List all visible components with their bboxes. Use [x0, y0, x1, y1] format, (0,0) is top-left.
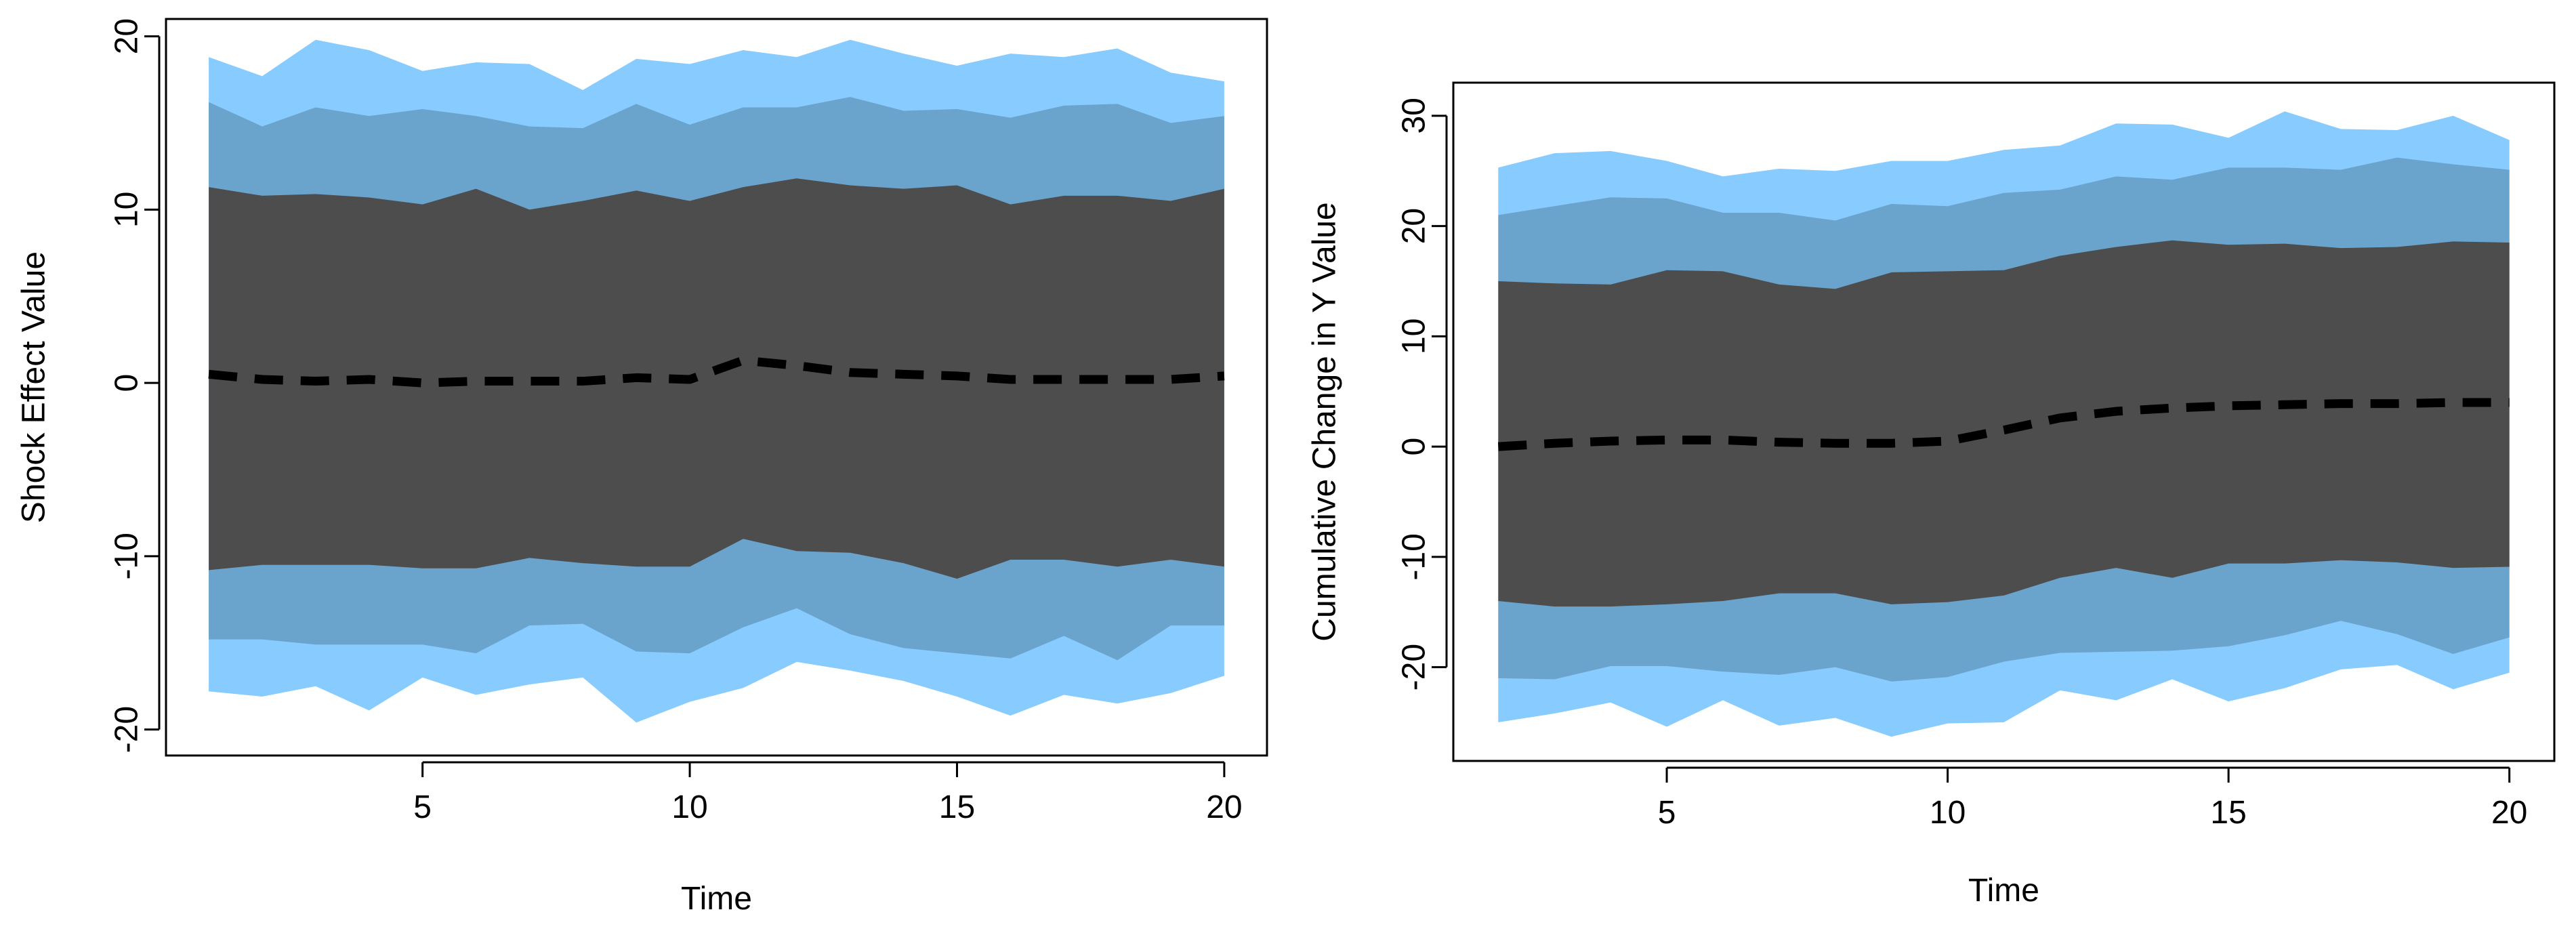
chart-panel-2: 5 10 15 20 -20 -10 0 10 20 30 Time Cumulative Chang… [1307, 81, 2556, 909]
y-tick-label: 0 [109, 374, 145, 392]
x-tick-label: 5 [1658, 795, 1676, 831]
y-tick-label: 10 [109, 192, 145, 228]
x-tick-label: 20 [2491, 795, 2527, 831]
x-tick-label: 5 [413, 789, 432, 825]
plot-frame [165, 18, 1268, 757]
x-tick-label: 15 [2210, 795, 2246, 831]
band-inner [209, 178, 1224, 579]
y-tick-label: 0 [1396, 438, 1432, 456]
y-tick-label: 20 [109, 18, 145, 54]
median-line [1497, 398, 2510, 451]
x-tick-label: 15 [939, 789, 975, 825]
y-tick-label: 10 [1396, 318, 1432, 354]
plot-frame [1452, 81, 2556, 762]
x-axis-label: Time [681, 881, 752, 917]
x-axis-label: Time [1968, 873, 2039, 909]
x-tick-label: 10 [671, 789, 707, 825]
band-inner [1498, 240, 2510, 607]
y-tick-label: -20 [1396, 644, 1432, 690]
y-tick-label: -20 [109, 706, 145, 753]
y-axis-label: Cumulative Change in Y Value [1307, 202, 1343, 641]
chart-panel-1: 5 10 15 20 -20 -10 0 10 20 Time Shock Effect Value [16, 18, 1268, 917]
y-tick-label: -10 [109, 533, 145, 579]
y-axis-label: Shock Effect Value [16, 251, 52, 523]
y-tick-label: 30 [1396, 98, 1432, 133]
y-tick-label: -10 [1396, 533, 1432, 580]
median-line [208, 356, 1225, 388]
y-tick-label: 20 [1396, 208, 1432, 244]
x-tick-label: 20 [1206, 789, 1242, 825]
x-tick-label: 10 [1930, 795, 1966, 831]
